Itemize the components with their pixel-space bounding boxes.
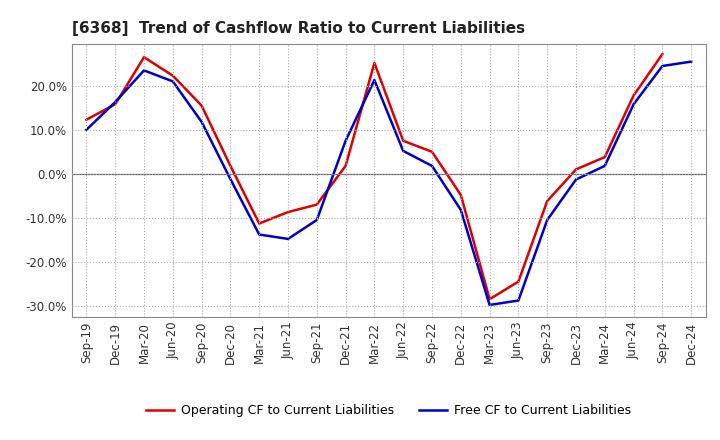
Operating CF to Current Liabilities [600,154,609,160]
Free CF to Current Liabilities [572,177,580,182]
Free CF to Current Liabilities [284,236,292,242]
Free CF to Current Liabilities [485,302,494,308]
Free CF to Current Liabilities [312,217,321,223]
Free CF to Current Liabilities [543,217,552,223]
Operating CF to Current Liabilities [168,73,177,78]
Operating CF to Current Liabilities [312,202,321,207]
Operating CF to Current Liabilities [111,102,120,107]
Free CF to Current Liabilities [629,102,638,107]
Operating CF to Current Liabilities [456,192,465,198]
Free CF to Current Liabilities [82,127,91,132]
Operating CF to Current Liabilities [658,51,667,57]
Free CF to Current Liabilities [197,119,206,125]
Operating CF to Current Liabilities [543,198,552,204]
Free CF to Current Liabilities [111,99,120,105]
Free CF to Current Liabilities [140,68,148,73]
Operating CF to Current Liabilities [82,117,91,122]
Free CF to Current Liabilities [341,138,350,143]
Operating CF to Current Liabilities [370,60,379,66]
Operating CF to Current Liabilities [226,163,235,169]
Operating CF to Current Liabilities [572,167,580,172]
Free CF to Current Liabilities [370,77,379,83]
Operating CF to Current Liabilities [341,163,350,169]
Free CF to Current Liabilities [456,207,465,213]
Line: Free CF to Current Liabilities: Free CF to Current Liabilities [86,62,691,305]
Operating CF to Current Liabilities [197,103,206,108]
Free CF to Current Liabilities [600,163,609,169]
Free CF to Current Liabilities [658,63,667,69]
Free CF to Current Liabilities [399,148,408,154]
Free CF to Current Liabilities [255,232,264,237]
Legend: Operating CF to Current Liabilities, Free CF to Current Liabilities: Operating CF to Current Liabilities, Fre… [141,400,636,422]
Free CF to Current Liabilities [514,298,523,303]
Operating CF to Current Liabilities [428,149,436,154]
Operating CF to Current Liabilities [140,55,148,60]
Line: Operating CF to Current Liabilities: Operating CF to Current Liabilities [86,54,662,299]
Free CF to Current Liabilities [226,176,235,182]
Operating CF to Current Liabilities [485,297,494,302]
Free CF to Current Liabilities [428,163,436,169]
Free CF to Current Liabilities [687,59,696,64]
Free CF to Current Liabilities [168,79,177,84]
Operating CF to Current Liabilities [399,138,408,143]
Operating CF to Current Liabilities [284,209,292,215]
Operating CF to Current Liabilities [629,93,638,98]
Text: [6368]  Trend of Cashflow Ratio to Current Liabilities: [6368] Trend of Cashflow Ratio to Curren… [72,21,525,36]
Operating CF to Current Liabilities [255,221,264,226]
Operating CF to Current Liabilities [514,279,523,284]
